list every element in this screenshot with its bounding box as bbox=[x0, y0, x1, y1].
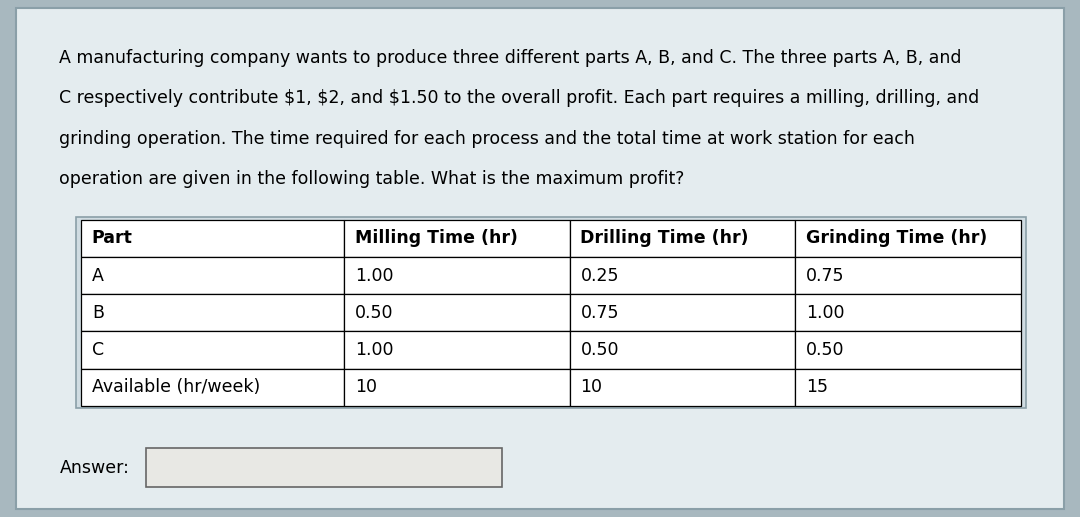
Text: Grinding Time (hr): Grinding Time (hr) bbox=[806, 230, 987, 247]
Text: 0.75: 0.75 bbox=[806, 267, 845, 284]
Text: Drilling Time (hr): Drilling Time (hr) bbox=[580, 230, 748, 247]
Text: 0.50: 0.50 bbox=[806, 341, 845, 359]
Text: A manufacturing company wants to produce three different parts A, B, and C. The : A manufacturing company wants to produce… bbox=[59, 49, 962, 67]
Text: 0.50: 0.50 bbox=[580, 341, 619, 359]
Text: 0.50: 0.50 bbox=[355, 304, 393, 322]
Text: 10: 10 bbox=[355, 378, 377, 396]
Text: 0.75: 0.75 bbox=[580, 304, 619, 322]
Text: Milling Time (hr): Milling Time (hr) bbox=[355, 230, 517, 247]
Text: C: C bbox=[92, 341, 104, 359]
Text: B: B bbox=[92, 304, 104, 322]
Text: 1.00: 1.00 bbox=[355, 341, 393, 359]
Text: Available (hr/week): Available (hr/week) bbox=[92, 378, 260, 396]
Text: C respectively contribute $1, $2, and $1.50 to the overall profit. Each part req: C respectively contribute $1, $2, and $1… bbox=[59, 89, 980, 108]
Text: 1.00: 1.00 bbox=[355, 267, 393, 284]
Text: operation are given in the following table. What is the maximum profit?: operation are given in the following tab… bbox=[59, 170, 685, 188]
Text: 1.00: 1.00 bbox=[806, 304, 845, 322]
Text: 0.25: 0.25 bbox=[580, 267, 619, 284]
Text: A: A bbox=[92, 267, 104, 284]
Text: 15: 15 bbox=[806, 378, 828, 396]
Text: 10: 10 bbox=[580, 378, 603, 396]
Text: Answer:: Answer: bbox=[59, 459, 130, 477]
Text: Part: Part bbox=[92, 230, 133, 247]
Text: grinding operation. The time required for each process and the total time at wor: grinding operation. The time required fo… bbox=[59, 130, 915, 148]
